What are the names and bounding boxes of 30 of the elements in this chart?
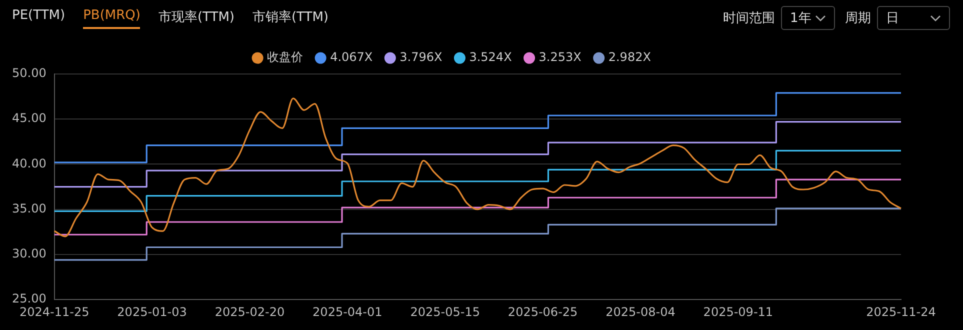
- text: 1年: [790, 10, 812, 27]
- legend-label: 3.524X: [469, 50, 512, 64]
- y-tick-label: 50.00: [12, 66, 46, 80]
- y-tick-label: 25.00: [12, 292, 46, 306]
- legend-label: 3.796X: [400, 50, 442, 64]
- line-series: [54, 98, 902, 238]
- legend-label: 收盘价: [267, 50, 304, 64]
- x-tick-label: 2025-02-20: [214, 304, 285, 319]
- text: PB(MRQ): [83, 8, 140, 29]
- y-tick-label: 40.00: [12, 156, 46, 170]
- y-tick-label: 35.00: [12, 201, 46, 216]
- legend-label: 2.982X: [608, 50, 651, 64]
- text: 市销率(TTM): [252, 9, 328, 27]
- legend-label: 4.067X: [330, 50, 373, 64]
- x-tick-label: 2025-01-03: [117, 304, 187, 319]
- x-tick-label: 2025-06-25: [508, 304, 578, 319]
- y-tick-label: 30.00: [12, 246, 46, 261]
- y-tick-label: 45.00: [12, 111, 46, 126]
- text: 周期: [845, 10, 871, 27]
- text: PE(TTM): [12, 8, 66, 25]
- legend-label: 3.253X: [538, 50, 582, 64]
- text: 日: [886, 10, 899, 27]
- x-tick-label: 2025-04-01: [312, 304, 382, 319]
- x-tick-label: 2025-08-04: [606, 304, 676, 319]
- x-tick-label: 2025-11-24: [866, 304, 936, 319]
- text: 时间范围: [723, 10, 775, 27]
- x-tick-label: 2025-09-11: [703, 304, 774, 319]
- text: 市现率(TTM): [158, 9, 234, 27]
- x-tick-label: 2024-11-25: [19, 304, 90, 319]
- x-tick-label: 2025-05-15: [410, 304, 480, 319]
